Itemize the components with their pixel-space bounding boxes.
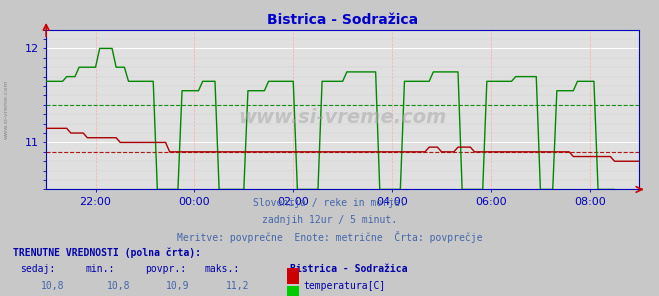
Text: zadnjih 12ur / 5 minut.: zadnjih 12ur / 5 minut. [262,215,397,225]
Text: 11,2: 11,2 [225,281,249,291]
Text: 10,8: 10,8 [41,281,65,291]
Text: Bistrica - Sodražica: Bistrica - Sodražica [290,264,407,274]
Text: sedaj:: sedaj: [20,264,55,274]
Text: maks.:: maks.: [204,264,239,274]
Text: povpr.:: povpr.: [145,264,186,274]
Text: www.si-vreme.com: www.si-vreme.com [3,80,9,139]
Text: 10,9: 10,9 [166,281,190,291]
Title: Bistrica - Sodražica: Bistrica - Sodražica [267,13,418,27]
Text: TRENUTNE VREDNOSTI (polna črta):: TRENUTNE VREDNOSTI (polna črta): [13,247,201,258]
Text: Meritve: povprečne  Enote: metrične  Črta: povprečje: Meritve: povprečne Enote: metrične Črta:… [177,231,482,243]
Text: 10,8: 10,8 [107,281,130,291]
Text: temperatura[C]: temperatura[C] [303,281,386,291]
Text: Slovenija / reke in morje.: Slovenija / reke in morje. [253,198,406,208]
Text: www.si-vreme.com: www.si-vreme.com [239,108,447,127]
Text: min.:: min.: [86,264,115,274]
